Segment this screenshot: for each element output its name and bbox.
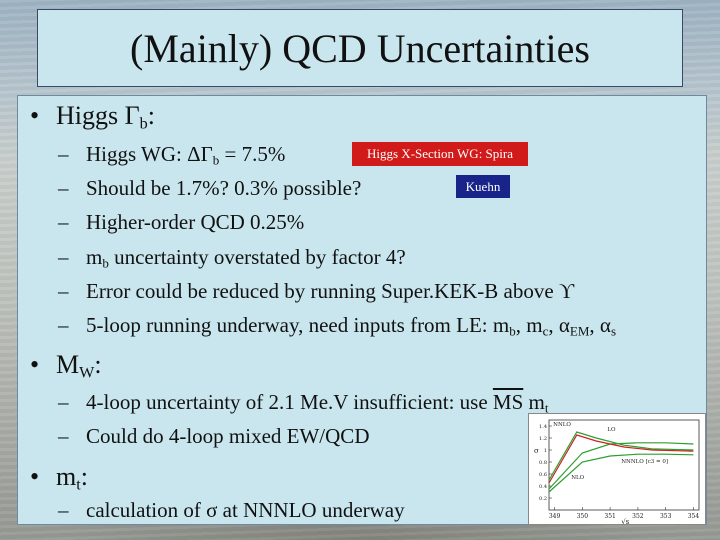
series-line-2 — [548, 431, 694, 481]
x-axis-label: √s — [621, 518, 629, 524]
series-line-1 — [548, 453, 694, 493]
x-tick-label: 354 — [688, 513, 700, 520]
x-tick-label: 349 — [549, 513, 561, 520]
y-axis-label: σ — [534, 447, 539, 455]
x-tick-label: 353 — [660, 513, 672, 520]
cross-section-plot: 349 350 351 352 353 354 1.4 1.2 1 0.8 0.6 0.4 0.2 σ √s… — [528, 413, 706, 525]
series-label: NNNLO [c3 = 0] — [621, 459, 668, 465]
series-label: LO — [607, 427, 616, 433]
y-tick-label: 1.2 — [539, 436, 547, 442]
y-tick-label: 0.6 — [539, 472, 547, 478]
x-tick-label: 352 — [632, 513, 644, 520]
series-line-0 — [548, 442, 694, 490]
slide-title: (Mainly) QCD Uncertainties — [130, 25, 590, 71]
plot-frame — [548, 419, 700, 511]
kuehn-tag: Kuehn — [456, 175, 510, 198]
bullet-label: Higgs Γb: — [56, 101, 155, 133]
y-tick-label: 1 — [544, 448, 547, 454]
y-tick-label: 0.2 — [539, 496, 547, 502]
bullet-marker: • — [30, 101, 40, 130]
x-tick-label: 350 — [577, 513, 589, 520]
y-tick-label: 1.4 — [539, 424, 547, 430]
higgs-xsection-tag: Higgs X-Section WG: Spira — [352, 142, 528, 166]
y-tick-label: 0.4 — [539, 484, 547, 490]
y-tick-label: 0.8 — [539, 460, 547, 466]
title-box: (Mainly) QCD Uncertainties — [37, 9, 683, 87]
series-label: NLO — [571, 475, 584, 481]
series-label: NNLO — [553, 422, 571, 428]
x-tick-label: 351 — [604, 513, 615, 520]
series-line-3 — [548, 434, 694, 484]
plot-svg: 349 350 351 352 353 354 1.4 1.2 1 0.8 0.6 0.4 0.2 σ √s… — [534, 419, 700, 524]
